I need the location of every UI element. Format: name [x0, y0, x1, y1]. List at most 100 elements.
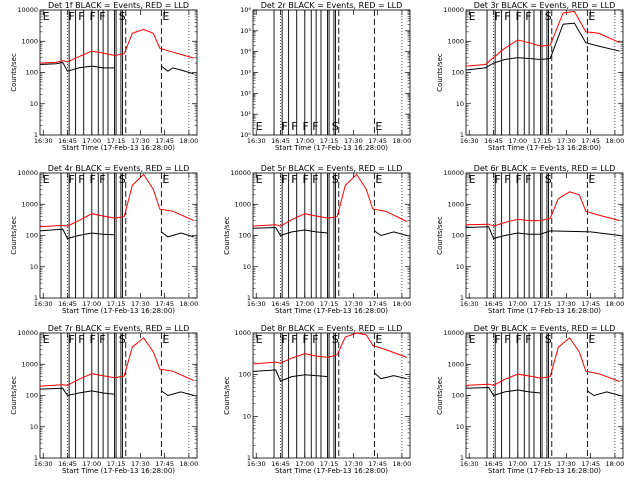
- x-tick-label: 16:45: [58, 460, 77, 468]
- panel-title: Det 2r BLACK = Events, RED = LLD: [261, 1, 403, 10]
- marker-E: E: [256, 120, 263, 133]
- series-line-1: [465, 337, 620, 386]
- series-line-2: [587, 390, 620, 397]
- y-tick-label: 1: [34, 131, 38, 139]
- marker-S: S: [119, 10, 126, 23]
- marker-F: F: [282, 173, 288, 186]
- panel-title: Det 4r BLACK = Events, RED = LLD: [48, 164, 190, 173]
- y-tick-label: 10000: [17, 329, 38, 337]
- x-tick-label: 17:45: [155, 137, 174, 145]
- y-tick-label: 100: [26, 392, 38, 400]
- plot-frame: [465, 172, 624, 299]
- y-tick-label: 10000: [17, 169, 38, 177]
- x-tick-label: 16:30: [460, 460, 479, 468]
- x-axis-label: Start Time (17-Feb-13 16:28:00): [62, 467, 175, 475]
- series-line-2: [374, 372, 407, 380]
- x-tick-label: 16:30: [247, 300, 266, 308]
- x-axis-label: Start Time (17-Feb-13 16:28:00): [62, 307, 175, 315]
- panel-title: Det 3r BLACK = Events, RED = LLD: [474, 1, 616, 10]
- x-axis-label: Start Time (17-Feb-13 16:28:00): [275, 467, 388, 475]
- y-tick-label: 10: [456, 263, 464, 271]
- series-line-0: [252, 226, 328, 237]
- marker-F: F: [90, 10, 96, 23]
- panel-title: Det 9r BLACK = Events, RED = LLD: [474, 324, 616, 333]
- marker-F: F: [291, 333, 297, 346]
- series-line-1: [39, 337, 195, 387]
- plot-frame: [39, 9, 198, 136]
- marker-F: F: [525, 333, 531, 346]
- chart-panel-9r: Det 9r BLACK = Events, RED = LLD 1 10 100 10…: [436, 324, 624, 475]
- plot-frame: [252, 172, 411, 299]
- y-tick-label: 1000: [447, 200, 464, 208]
- marker-F: F: [69, 10, 75, 23]
- x-tick-label: 17:30: [131, 137, 150, 145]
- x-tick-label: 16:30: [460, 300, 479, 308]
- y-tick-label: 100: [26, 232, 38, 240]
- marker-F: F: [516, 173, 522, 186]
- marker-F: F: [99, 10, 105, 23]
- marker-E: E: [375, 333, 382, 346]
- marker-F: F: [504, 10, 510, 23]
- series-line-0: [465, 386, 541, 397]
- x-tick-label: 17:45: [368, 137, 387, 145]
- x-tick-label: 17:15: [320, 460, 339, 468]
- chart-panel-3r: Det 3r BLACK = Events, RED = LLD 1 10 100 10…: [436, 1, 624, 152]
- x-axis-label: Start Time (17-Feb-13 16:28:00): [62, 144, 175, 152]
- marker-E: E: [469, 173, 476, 186]
- panel-title: Det 6r BLACK = Events, RED = LLD: [474, 164, 616, 173]
- x-tick-label: 17:30: [344, 300, 363, 308]
- marker-E: E: [162, 10, 169, 23]
- x-tick-label: 17:00: [508, 300, 527, 308]
- series-line-1: [39, 173, 195, 228]
- y-axis-label: Counts/sec: [10, 376, 18, 415]
- y-tick-label: 1: [460, 131, 464, 139]
- y-tick-label: 100: [452, 69, 464, 77]
- x-tick-label: 16:45: [58, 137, 77, 145]
- series-line-0: [39, 61, 115, 72]
- marker-F: F: [99, 173, 105, 186]
- marker-F: F: [90, 333, 96, 346]
- marker-F: F: [282, 333, 288, 346]
- marker-F: F: [504, 173, 510, 186]
- series-line-0: [465, 226, 620, 240]
- x-tick-label: 17:00: [295, 137, 314, 145]
- y-tick-label: 10⁴: [240, 48, 251, 56]
- y-tick-label: 10000: [17, 6, 38, 14]
- marker-F: F: [312, 120, 318, 133]
- marker-F: F: [90, 173, 96, 186]
- marker-S: S: [332, 333, 339, 346]
- x-tick-label: 16:45: [58, 300, 77, 308]
- y-axis-label: Counts/sec: [223, 216, 231, 255]
- plot-frame: [252, 332, 411, 459]
- x-tick-label: 17:45: [368, 300, 387, 308]
- x-tick-label: 17:15: [320, 137, 339, 145]
- x-axis-label: Start Time (17-Feb-13 16:28:00): [275, 144, 388, 152]
- y-tick-label: 1000: [447, 37, 464, 45]
- y-tick-label: 10: [30, 263, 38, 271]
- x-tick-label: 16:30: [34, 137, 53, 145]
- y-tick-label: 1000: [234, 329, 251, 337]
- y-axis-label: Counts/sec: [10, 216, 18, 255]
- x-tick-label: 17:15: [107, 137, 126, 145]
- chart-panel-6r: Det 6r BLACK = Events, RED = LLD 1 10 100 10…: [436, 164, 624, 315]
- marker-S: S: [119, 173, 126, 186]
- y-tick-label: 10²: [240, 89, 251, 97]
- y-tick-label: 100: [452, 232, 464, 240]
- x-tick-label: 17:30: [344, 137, 363, 145]
- x-tick-label: 16:30: [34, 460, 53, 468]
- x-tick-label: 17:00: [82, 300, 101, 308]
- y-tick-label: 1: [460, 294, 464, 302]
- plot-frame: [465, 332, 624, 459]
- y-tick-label: 1: [460, 454, 464, 462]
- x-tick-label: 18:00: [393, 137, 412, 145]
- x-tick-label: 17:45: [155, 460, 174, 468]
- marker-E: E: [256, 173, 263, 186]
- y-tick-label: 10000: [443, 329, 464, 337]
- series-line-0: [39, 387, 115, 397]
- marker-S: S: [545, 333, 552, 346]
- panel-title: Det 5r BLACK = Events, RED = LLD: [261, 164, 403, 173]
- marker-E: E: [256, 333, 263, 346]
- marker-F: F: [495, 10, 501, 23]
- x-tick-label: 16:30: [34, 300, 53, 308]
- marker-S: S: [545, 173, 552, 186]
